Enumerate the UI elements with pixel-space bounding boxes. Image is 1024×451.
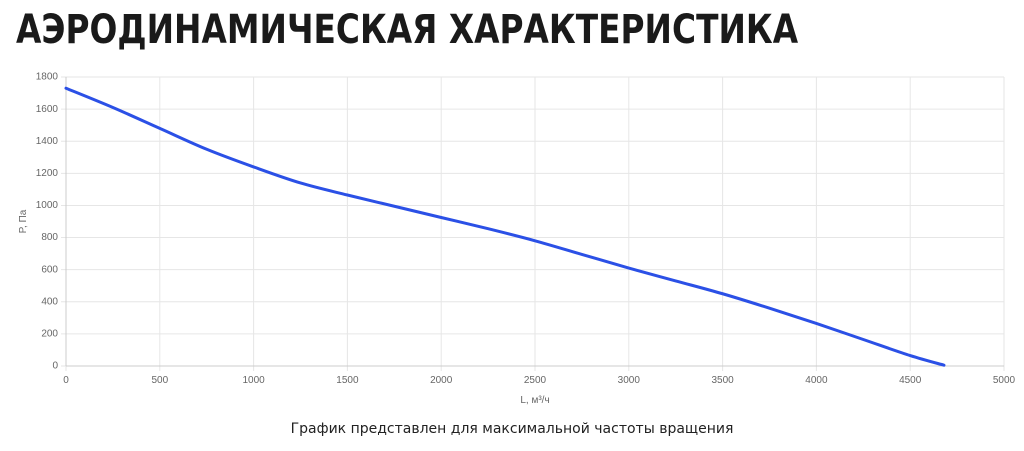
y-tick-label: 1800 — [36, 72, 59, 83]
x-tick-label: 3500 — [711, 375, 734, 386]
y-tick-label: 1200 — [36, 168, 59, 179]
x-tick-label: 2500 — [524, 375, 547, 386]
chart-series — [64, 86, 946, 367]
x-tick-label: 4500 — [899, 375, 922, 386]
page-title: АЭРОДИНАМИЧЕСКАЯ ХАРАКТЕРИСТИКА — [16, 7, 799, 53]
y-axis-label: P, Па — [18, 209, 29, 233]
y-tick-label: 1400 — [36, 136, 59, 147]
chart-caption: График представлен для максимальной част… — [290, 421, 734, 437]
pressure-flow-chart: 0 500 1000 1500 2000 2500 3000 3500 4000 4500 5000… — [18, 72, 1016, 406]
x-tick-label: 2000 — [430, 375, 453, 386]
x-tick-label: 3000 — [618, 375, 641, 386]
y-tick-label: 1000 — [36, 200, 59, 211]
y-tick-label: 1600 — [36, 104, 59, 115]
y-tick-label: 800 — [41, 232, 58, 243]
x-tick-label: 1000 — [242, 375, 265, 386]
y-tick-label: 400 — [41, 296, 58, 307]
series-line — [64, 86, 946, 367]
x-tick-label: 1500 — [336, 375, 359, 386]
x-tick-label: 5000 — [993, 375, 1016, 386]
y-tick-label: 600 — [41, 264, 58, 275]
x-tick-label: 0 — [63, 375, 69, 386]
y-tick-label: 0 — [52, 361, 58, 372]
x-tick-label: 4000 — [805, 375, 828, 386]
x-tick-label: 500 — [151, 375, 168, 386]
chart-ticks: 0 500 1000 1500 2000 2500 3000 3500 4000 4500 5000… — [36, 72, 1016, 386]
y-tick-label: 200 — [41, 329, 58, 340]
x-axis-label: L, м³/ч — [520, 395, 549, 406]
chart-grid — [61, 76, 1005, 371]
